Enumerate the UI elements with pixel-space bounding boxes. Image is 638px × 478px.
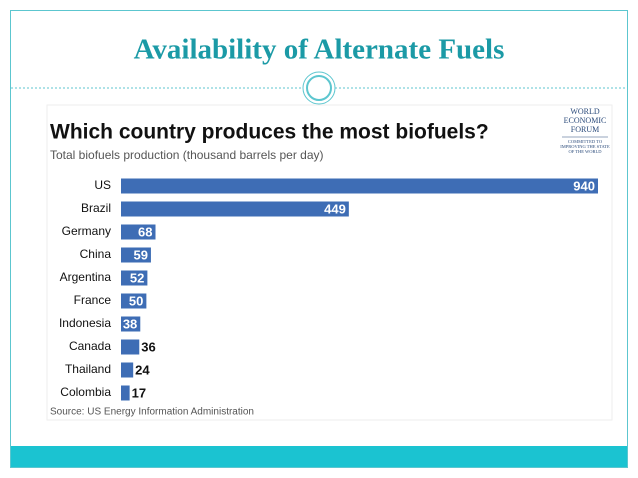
bar bbox=[121, 316, 141, 332]
bar bbox=[121, 385, 130, 401]
slide-frame bbox=[10, 10, 628, 468]
bar bbox=[121, 362, 134, 378]
logo-tagline: OF THE WORLD bbox=[568, 149, 602, 154]
category-label: Canada bbox=[69, 339, 111, 353]
category-label: Indonesia bbox=[59, 316, 111, 330]
footer-band bbox=[11, 446, 627, 467]
category-label: US bbox=[94, 178, 111, 192]
value-label: 940 bbox=[573, 178, 595, 193]
category-label: Thailand bbox=[65, 362, 111, 376]
chart-title: Which country produces the most biofuels… bbox=[50, 121, 489, 144]
bar bbox=[121, 293, 147, 309]
value-label: 38 bbox=[123, 316, 137, 331]
chart-subtitle: Total biofuels production (thousand barr… bbox=[50, 148, 324, 162]
category-label: Germany bbox=[62, 224, 111, 238]
logo-tagline: COMMITTED TO bbox=[568, 139, 603, 144]
value-label: 449 bbox=[324, 201, 346, 216]
value-label: 68 bbox=[138, 224, 152, 239]
category-label: France bbox=[74, 293, 112, 307]
source: Source: US Energy Information Administra… bbox=[50, 407, 254, 418]
divider-ornament bbox=[306, 75, 332, 101]
bar bbox=[121, 224, 156, 240]
category-label: Brazil bbox=[81, 201, 111, 215]
slide-title: Availability of Alternate Fuels bbox=[134, 34, 505, 66]
logo-text: WORLD bbox=[570, 107, 600, 116]
category-label: China bbox=[80, 247, 112, 261]
logo: WORLD ECONOMIC FORUM COMMITTED TO IMPROV… bbox=[560, 107, 610, 154]
bar bbox=[121, 201, 349, 217]
value-label: 52 bbox=[130, 270, 144, 285]
bar bbox=[121, 178, 598, 194]
bar bbox=[121, 339, 140, 355]
bar bbox=[121, 247, 151, 263]
value-label: 17 bbox=[132, 385, 146, 400]
value-label: 24 bbox=[135, 362, 150, 377]
value-label: 59 bbox=[133, 247, 147, 262]
category-label: Colombia bbox=[60, 385, 111, 399]
bar bbox=[121, 270, 148, 286]
value-label: 50 bbox=[129, 293, 143, 308]
category-label: Argentina bbox=[60, 270, 112, 284]
logo-text: ECONOMIC bbox=[564, 116, 607, 125]
logo-tagline: IMPROVING THE STATE bbox=[560, 144, 610, 149]
value-label: 36 bbox=[141, 339, 155, 354]
logo-text: FORUM bbox=[571, 125, 599, 134]
